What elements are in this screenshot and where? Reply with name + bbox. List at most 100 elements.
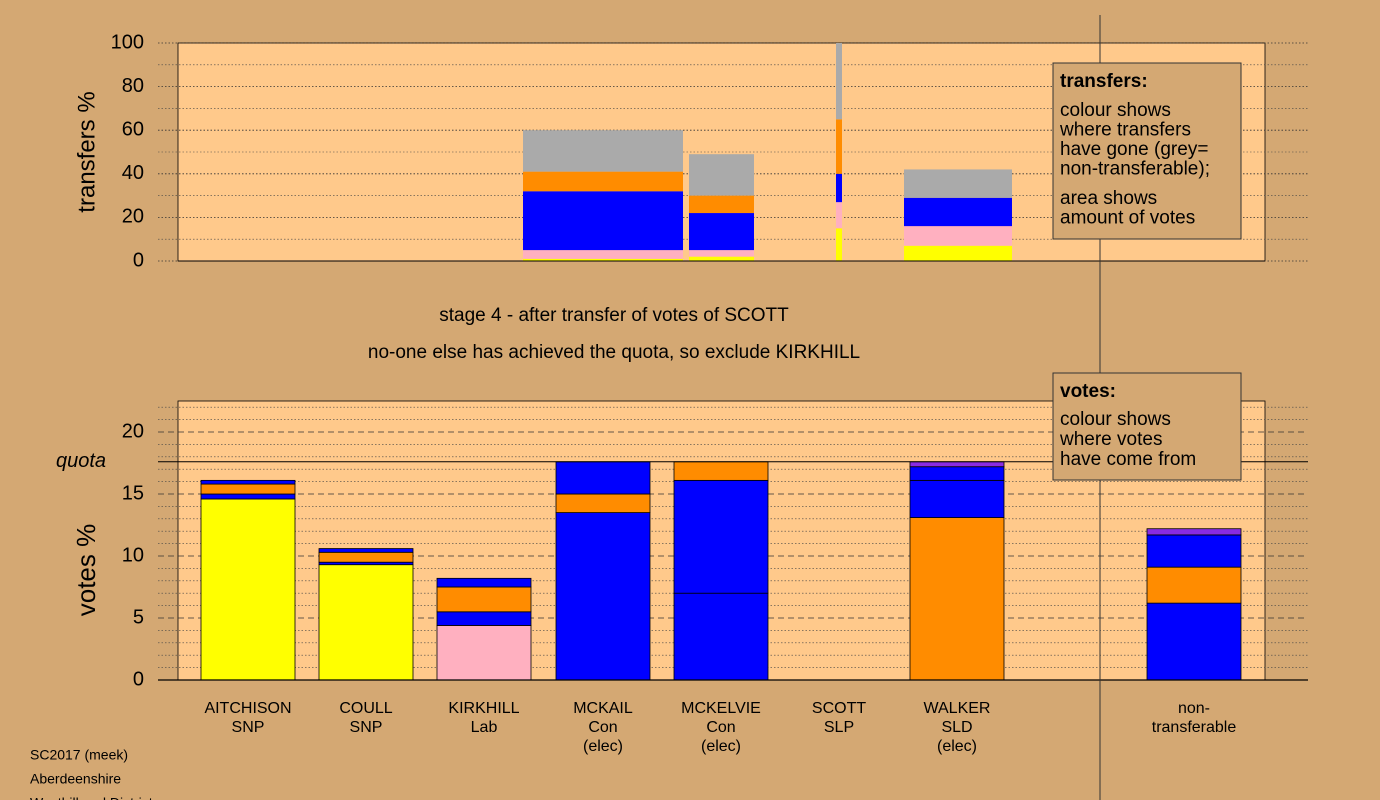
x-tick-label: Con xyxy=(588,719,617,736)
bar-segment xyxy=(836,43,842,120)
bar-segment xyxy=(523,258,683,261)
x-tick-label: MCKELVIE xyxy=(681,700,761,717)
bar-segment xyxy=(689,256,754,261)
legend-box xyxy=(1052,62,1242,240)
legend-text: colour shows xyxy=(1060,409,1171,430)
x-tick-label: Lab xyxy=(471,719,498,736)
footer-text: SC2017 (meek) xyxy=(30,747,128,763)
y-tick-label: 20 xyxy=(122,206,144,228)
bar-segment xyxy=(523,130,683,172)
legend-text: colour shows xyxy=(1060,100,1171,121)
legend-box xyxy=(1052,372,1242,481)
x-tick-label: Con xyxy=(706,719,735,736)
marks: 0 20 40 60 80 100 0 5 10 15 20 AITCHISON SNP COULL SNP… xyxy=(56,31,1308,755)
x-tick-label: KIRKHILL xyxy=(448,700,519,717)
footer: SC2017 (meek) Aberdeenshire Westhill and D… xyxy=(30,747,153,800)
bar-segment xyxy=(523,171,683,192)
legend-text: have come from xyxy=(1060,449,1196,470)
legend-text: area shows xyxy=(1060,188,1157,209)
bar-segment xyxy=(318,548,414,553)
legend-title: transfers: xyxy=(1060,71,1148,92)
bar-segment xyxy=(523,191,683,251)
bar-segment xyxy=(555,512,651,681)
subtitle: stage 4 - after transfer of votes of SCO… xyxy=(439,305,789,326)
bar-segment xyxy=(318,551,414,563)
x-tick-label: SLP xyxy=(824,719,854,736)
bar-segment xyxy=(689,213,754,251)
bar-segment xyxy=(836,119,842,174)
bar-segment xyxy=(200,483,296,495)
subtitle: no-one else has achieved the quota, so e… xyxy=(368,342,860,363)
footer-text: Westhill and District xyxy=(30,795,153,800)
bar-segment xyxy=(318,564,414,681)
bar-segment xyxy=(436,586,532,613)
x-tick-label: MCKAIL xyxy=(573,700,633,717)
y-tick-label: 60 xyxy=(122,118,144,140)
x-tick-label: AITCHISON xyxy=(204,700,291,717)
bar-segment xyxy=(904,169,1012,198)
bar-segment xyxy=(200,493,296,500)
bar-segment xyxy=(909,461,1005,468)
bar-segment xyxy=(836,202,842,229)
y-tick-label: 80 xyxy=(122,75,144,97)
bar-segment xyxy=(836,228,842,261)
bar-segment xyxy=(1146,528,1242,536)
y-tick-label: 15 xyxy=(122,482,144,504)
bar-segment xyxy=(673,592,769,681)
x-tick-label: (elec) xyxy=(937,738,977,755)
bar-segment xyxy=(436,611,532,626)
x-tick-label: SNP xyxy=(232,719,265,736)
bar-segment xyxy=(523,250,683,259)
bar-segment xyxy=(1146,566,1242,604)
bar-segment xyxy=(555,493,651,514)
bar-segment xyxy=(436,625,532,681)
bar-segment xyxy=(436,577,532,588)
x-tick-label: SLD xyxy=(941,719,972,736)
y-tick-label: 10 xyxy=(122,544,144,566)
y-tick-label: 0 xyxy=(133,668,144,690)
legend-text: amount of votes xyxy=(1060,208,1195,229)
x-tick-label: WALKER xyxy=(924,700,991,717)
bar-segment xyxy=(1146,602,1242,681)
bar-segment xyxy=(555,461,651,495)
bar-segment xyxy=(673,479,769,594)
bar-segment xyxy=(689,250,754,257)
legend-text: non-transferable); xyxy=(1060,159,1210,180)
y-tick-label: 100 xyxy=(111,31,144,53)
y-tick-label: 5 xyxy=(133,606,144,628)
y-axis-label: transfers % xyxy=(73,91,100,212)
y-tick-label: 40 xyxy=(122,162,144,184)
bar-segment xyxy=(909,517,1005,681)
y-axis-label: votes % xyxy=(71,524,101,617)
legend-text: have gone (grey= xyxy=(1060,139,1208,160)
bar-segment xyxy=(904,226,1012,246)
bar-segment xyxy=(909,466,1005,481)
bar-segment xyxy=(689,195,754,214)
legend-title: votes: xyxy=(1060,381,1116,402)
x-tick-label: transferable xyxy=(1152,719,1237,736)
x-tick-label: non- xyxy=(1178,700,1210,717)
x-tick-label: SNP xyxy=(350,719,383,736)
bar-segment xyxy=(689,154,754,196)
legend-text: where transfers xyxy=(1059,120,1191,141)
bar-segment xyxy=(836,173,842,203)
x-tick-label: SCOTT xyxy=(812,700,866,717)
quota-label: quota xyxy=(56,450,106,472)
bar-segment xyxy=(904,245,1012,261)
bar-segment xyxy=(673,461,769,481)
bar-segment xyxy=(1146,534,1242,568)
footer-text: Aberdeenshire xyxy=(30,771,121,787)
y-tick-label: 0 xyxy=(133,249,144,271)
bar-segment xyxy=(200,479,296,485)
bar-segment xyxy=(200,498,296,681)
legend-text: where votes xyxy=(1059,429,1162,450)
bar-segment xyxy=(904,197,1012,227)
x-tick-label: COULL xyxy=(339,700,392,717)
y-tick-label: 20 xyxy=(122,420,144,442)
bar-segment xyxy=(909,479,1005,518)
x-tick-label: (elec) xyxy=(583,738,623,755)
x-tick-label: (elec) xyxy=(701,738,741,755)
